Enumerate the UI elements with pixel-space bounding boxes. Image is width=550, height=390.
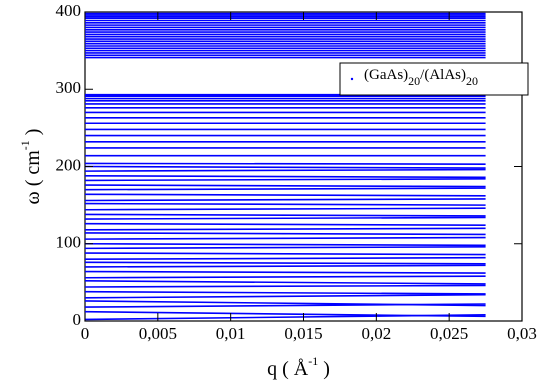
phonon-branch	[84, 284, 486, 288]
legend-label: (GaAs)20/(AlAs)20	[364, 67, 478, 87]
phonon-branch	[84, 252, 486, 256]
phonon-branch	[84, 280, 486, 285]
phonon-branch	[84, 246, 486, 250]
phonon-branch	[84, 236, 486, 240]
phonon-branch	[84, 178, 486, 182]
legend-marker	[350, 77, 354, 81]
y-tick-label: 300	[56, 78, 82, 97]
phonon-branch	[84, 242, 486, 247]
x-tick-label: 0,01	[216, 324, 246, 343]
y-axis-label: ω ( cm-1 )	[18, 129, 44, 205]
phonon-branch	[84, 198, 486, 202]
x-tick-label: 0,02	[361, 324, 391, 343]
phonon-branch	[84, 193, 486, 197]
phonon-branch	[84, 174, 486, 179]
y-tick-label: 0	[73, 310, 82, 329]
phonon-branch	[84, 207, 486, 211]
phonon-branch	[84, 202, 486, 206]
phonon-branch	[84, 222, 486, 227]
phonon-branch	[84, 162, 486, 165]
y-tick-label: 200	[56, 155, 82, 174]
phonon-branch	[84, 184, 486, 188]
phonon-branch	[84, 213, 486, 217]
phonon-branch	[84, 264, 486, 268]
phonon-branch	[84, 168, 486, 172]
phonon-branch	[84, 300, 486, 307]
phonon-branch	[84, 290, 486, 295]
phonon-branch	[84, 261, 486, 265]
x-tick-label: 0	[81, 324, 90, 343]
phonon-branch	[84, 216, 486, 220]
x-tick-label: 0,015	[284, 324, 322, 343]
x-tick-label: 0,005	[139, 324, 177, 343]
legend-box	[339, 62, 529, 96]
phonon-branch	[84, 227, 486, 231]
phonon-branch	[84, 256, 486, 261]
x-tick-label: 0,03	[507, 324, 537, 343]
x-tick-label: 0,025	[430, 324, 468, 343]
phonon-branch	[84, 293, 486, 299]
phonon-branch	[84, 310, 486, 318]
phonon-branch	[84, 232, 486, 236]
phonon-branch	[84, 270, 486, 274]
phonon-branch	[84, 165, 486, 169]
y-tick-label: 400	[56, 1, 82, 20]
x-axis-label: q ( Å-1 )	[267, 354, 330, 380]
phonon-branch	[84, 275, 486, 279]
phonon-branch	[84, 187, 486, 191]
y-tick-label: 100	[56, 233, 82, 252]
